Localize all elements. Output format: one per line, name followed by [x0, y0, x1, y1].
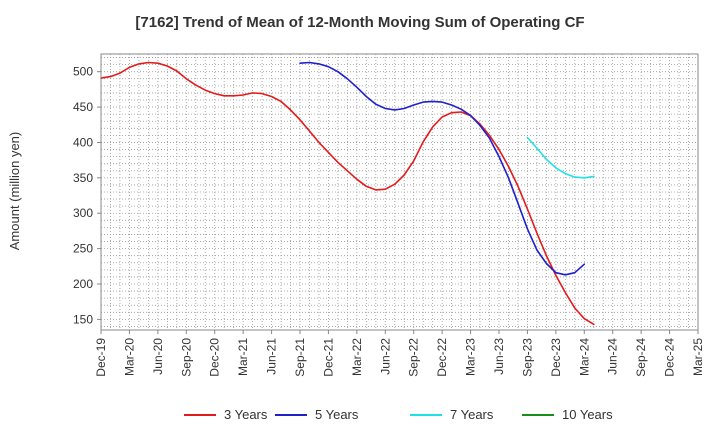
x-tick-label: Sep-21: [293, 338, 307, 377]
x-tick-label: Sep-24: [634, 338, 648, 377]
x-tick-label: Jun-22: [378, 338, 392, 375]
grid: [101, 54, 698, 330]
x-tick-label: Dec-23: [549, 338, 563, 377]
x-tick-labels: Dec-19 Mar-20 Jun-20 Sep-20 Dec-20 Mar-21 Jun-…: [94, 330, 705, 377]
x-tick-label: Sep-22: [407, 338, 421, 377]
x-tick-label: Mar-25: [691, 338, 705, 376]
x-tick-label: Mar-22: [350, 338, 364, 376]
legend-label: 10 Years: [562, 407, 613, 422]
y-tick-label: 200: [73, 277, 93, 291]
x-tick-label: Dec-19: [94, 338, 108, 377]
y-tick-label: 450: [73, 100, 93, 114]
x-tick-label: Jun-20: [151, 338, 165, 375]
series-lines: [100, 61, 595, 326]
x-tick-label: Jun-21: [265, 338, 279, 375]
x-tick-label: Dec-20: [208, 338, 222, 377]
x-tick-label: Mar-20: [122, 338, 136, 376]
legend: 3 Years 5 Years 7 Years 10 Years: [184, 407, 613, 422]
series-line-7-years: [526, 136, 595, 179]
x-tick-label: Mar-21: [236, 338, 250, 376]
y-tick-label: 350: [73, 171, 93, 185]
x-tick-label: Mar-24: [577, 338, 591, 376]
y-tick-label: 250: [73, 242, 93, 256]
y-axis-label: Amount (million yen): [7, 132, 22, 251]
x-tick-label: Dec-21: [321, 338, 335, 377]
y-tick-label: 400: [73, 135, 93, 149]
series-line-5-years: [299, 61, 586, 276]
y-tick-labels: 150 200 250 300 350 400 450 500: [73, 65, 101, 326]
plot-border: [100, 53, 699, 331]
legend-label: 5 Years: [315, 407, 359, 422]
series-line-3-years: [100, 61, 595, 326]
x-tick-label: Mar-23: [464, 338, 478, 376]
x-tick-label: Dec-22: [435, 338, 449, 377]
legend-label: 3 Years: [224, 407, 268, 422]
chart-title: [7162] Trend of Mean of 12-Month Moving …: [135, 14, 584, 31]
x-tick-label: Sep-23: [520, 338, 534, 377]
y-tick-label: 150: [73, 312, 93, 326]
y-tick-label: 300: [73, 206, 93, 220]
x-tick-label: Jun-23: [492, 338, 506, 375]
legend-label: 7 Years: [450, 407, 494, 422]
y-tick-label: 500: [73, 65, 93, 79]
x-tick-label: Jun-24: [606, 338, 620, 375]
x-tick-label: Dec-24: [663, 338, 677, 377]
x-tick-label: Sep-20: [179, 338, 193, 377]
